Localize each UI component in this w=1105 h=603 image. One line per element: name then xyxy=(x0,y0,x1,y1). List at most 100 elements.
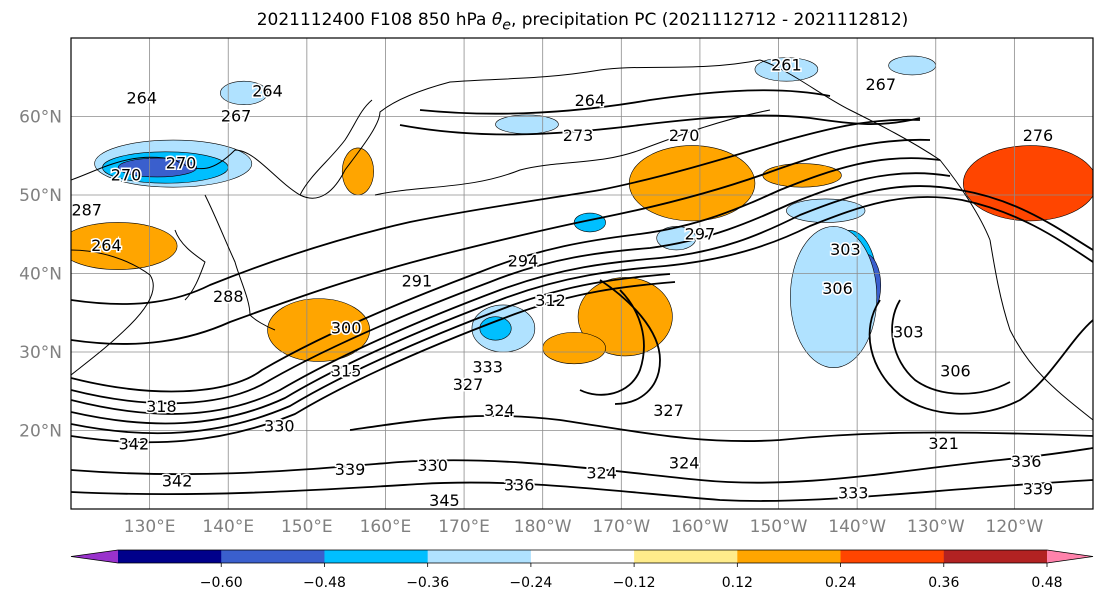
precip-region xyxy=(542,332,606,365)
coastline-north-america xyxy=(989,239,1093,421)
lon-tick-label: 130°E xyxy=(124,517,176,537)
coastlines xyxy=(71,59,1093,421)
lon-tick-label: 180°W xyxy=(514,517,572,537)
precip-region xyxy=(656,226,697,251)
contour-label: 342 xyxy=(162,472,193,491)
contour-label: 321 xyxy=(928,434,959,453)
coastline-alaska xyxy=(759,59,991,241)
coastline-japan xyxy=(204,194,276,331)
contour-label: 264 xyxy=(126,88,157,107)
title-prefix: 2021112400 F108 850 hPa xyxy=(256,10,492,30)
colorbar-segment xyxy=(737,550,842,563)
colorbar-tick-label: −0.60 xyxy=(200,575,243,591)
colorbar-segment xyxy=(324,550,429,563)
contour-line xyxy=(71,172,951,405)
contour-line xyxy=(71,138,931,345)
colorbar-outline xyxy=(70,549,1094,564)
contour-label: 291 xyxy=(402,271,433,290)
precip-region xyxy=(754,57,819,82)
lon-tick-label: 150°W xyxy=(750,517,808,537)
contour-label: 339 xyxy=(335,460,366,479)
contour-label: 270 xyxy=(111,165,142,184)
lon-tick-label: 140°E xyxy=(202,517,254,537)
coastline-china xyxy=(71,249,154,376)
lon-tick-label: 150°E xyxy=(281,517,333,537)
coastline-korea xyxy=(174,229,206,301)
colorbar-tick-label: −0.36 xyxy=(406,575,449,591)
lat-tick-label: 50°N xyxy=(19,186,62,206)
lat-tick-label: 60°N xyxy=(19,108,62,128)
colorbar-segment xyxy=(840,550,945,563)
colorbar-extend-high xyxy=(1047,550,1093,563)
contour-label: 312 xyxy=(535,291,566,310)
title-symbol: θ xyxy=(491,10,503,30)
contour-label: 267 xyxy=(221,107,252,126)
lon-tick-label: 140°W xyxy=(828,517,886,537)
contour-line xyxy=(71,118,921,305)
contour-label: 303 xyxy=(830,240,861,259)
contour-label: 303 xyxy=(893,322,924,341)
contour-label: 324 xyxy=(669,453,700,472)
contour-label: 270 xyxy=(166,154,197,173)
lat-tick-label: 30°N xyxy=(19,343,62,363)
colorbar-tick-label: −0.24 xyxy=(509,575,552,591)
contour-label: 300 xyxy=(331,318,362,337)
colorbar-tick-label: −0.48 xyxy=(303,575,346,591)
contour-line xyxy=(71,447,1093,484)
colorbar-segment xyxy=(427,550,532,563)
colorbar-segment xyxy=(118,550,222,563)
precip-region xyxy=(341,147,374,196)
contour-label: 327 xyxy=(653,401,684,420)
lon-tick-label: 160°W xyxy=(671,517,729,537)
latitude-labels: 20°N 30°N 40°N 50°N 60°N xyxy=(19,108,62,442)
precip-region xyxy=(786,198,866,223)
colorbar: −0.60 −0.48 −0.36 −0.24 −0.12 0.12 0.24 0.36 0.4… xyxy=(70,549,1094,591)
contour-label: 264 xyxy=(252,81,283,100)
contour-label: 276 xyxy=(1023,126,1054,145)
lat-tick-label: 20°N xyxy=(19,422,62,442)
map-title: 2021112400 F108 850 hPa θe, precipitatio… xyxy=(0,10,1105,33)
contour-label: 294 xyxy=(508,252,539,271)
coastline-asia xyxy=(71,59,761,199)
contour-label: 330 xyxy=(417,456,448,475)
colorbar-extend-low xyxy=(71,550,118,563)
plot-frame xyxy=(70,37,1094,510)
contour-label: 287 xyxy=(71,201,102,220)
precip-region xyxy=(495,114,559,135)
lon-tick-label: 170°W xyxy=(592,517,650,537)
colorbar-tick-label: 0.48 xyxy=(1031,575,1062,591)
colorbar-segment xyxy=(530,550,635,563)
precip-region xyxy=(963,145,1093,222)
contour-line xyxy=(891,299,1011,395)
contour-line xyxy=(71,157,941,393)
contour-label: 273 xyxy=(563,126,594,145)
contour-label: 267 xyxy=(865,75,896,94)
precip-region xyxy=(220,80,268,106)
contour-label: 324 xyxy=(484,401,515,420)
contour-label: 288 xyxy=(213,287,244,306)
contour-line xyxy=(71,281,676,444)
contour-line xyxy=(599,279,661,405)
contour-line xyxy=(71,273,671,435)
colorbar-tick-label: 0.12 xyxy=(722,575,753,591)
contour-label: 270 xyxy=(669,126,700,145)
contour-label: 333 xyxy=(838,483,869,502)
contour-label: 264 xyxy=(91,236,122,255)
lat-tick-label: 40°N xyxy=(19,265,62,285)
contour-line xyxy=(71,185,1093,415)
title-subscript: e xyxy=(502,17,511,34)
lon-tick-label: 120°W xyxy=(986,517,1044,537)
contour-line xyxy=(399,114,921,136)
colorbar-segment xyxy=(634,550,738,563)
colorbar-segment xyxy=(221,550,325,563)
precipitation-shading xyxy=(71,55,1093,368)
lon-tick-label: 170°E xyxy=(438,517,490,537)
lon-tick-label: 130°W xyxy=(907,517,965,537)
contour-line xyxy=(419,89,831,115)
contour-label: 339 xyxy=(1023,479,1054,498)
colorbar-segment xyxy=(943,550,1048,563)
title-suffix: , precipitation PC (2021112712 - 2021112… xyxy=(510,10,909,30)
precip-region xyxy=(762,163,842,188)
